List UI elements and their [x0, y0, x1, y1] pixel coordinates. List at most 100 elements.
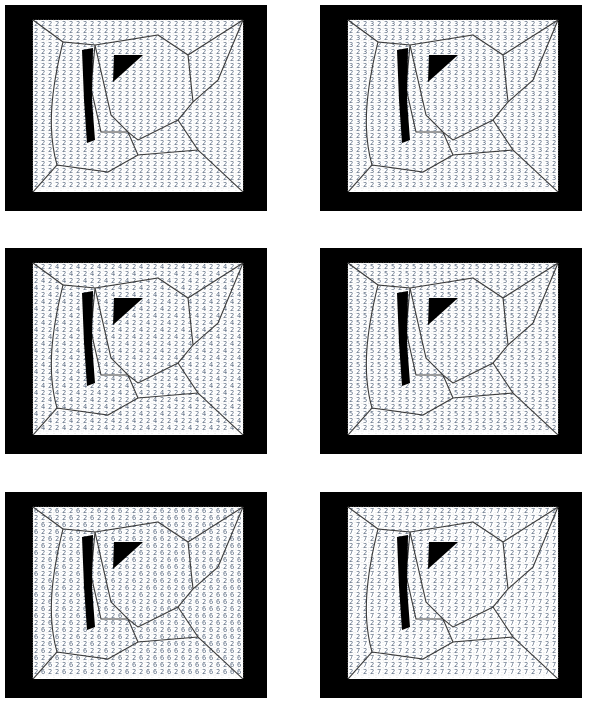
- svg-text:7: 7: [545, 626, 549, 634]
- svg-text:2: 2: [433, 626, 437, 634]
- svg-text:4: 4: [202, 263, 206, 271]
- svg-text:2: 2: [475, 514, 479, 522]
- svg-text:7: 7: [412, 633, 416, 641]
- svg-text:2: 2: [48, 132, 52, 140]
- svg-text:2: 2: [545, 354, 549, 362]
- svg-text:2: 2: [370, 333, 374, 341]
- svg-text:2: 2: [370, 598, 374, 606]
- svg-text:2: 2: [363, 20, 367, 28]
- svg-text:2: 2: [237, 48, 241, 56]
- svg-text:2: 2: [433, 34, 437, 42]
- svg-text:2: 2: [55, 598, 59, 606]
- svg-text:6: 6: [132, 535, 136, 543]
- svg-text:5: 5: [363, 417, 367, 425]
- svg-text:2: 2: [146, 326, 150, 334]
- svg-text:2: 2: [181, 312, 185, 320]
- svg-text:2: 2: [468, 591, 472, 599]
- svg-text:5: 5: [524, 361, 528, 369]
- svg-text:2: 2: [391, 174, 395, 182]
- svg-text:2: 2: [48, 69, 52, 77]
- svg-text:2: 2: [209, 181, 213, 189]
- svg-text:2: 2: [230, 90, 234, 98]
- svg-text:2: 2: [76, 577, 80, 585]
- svg-text:5: 5: [552, 396, 556, 404]
- svg-text:2: 2: [34, 424, 38, 432]
- svg-text:2: 2: [461, 284, 465, 292]
- svg-text:2: 2: [195, 410, 199, 418]
- svg-text:2: 2: [139, 174, 143, 182]
- svg-text:2: 2: [496, 76, 500, 84]
- svg-text:5: 5: [419, 424, 423, 432]
- svg-text:3: 3: [412, 62, 416, 70]
- svg-text:7: 7: [370, 591, 374, 599]
- svg-text:4: 4: [48, 333, 52, 341]
- svg-text:6: 6: [230, 549, 234, 557]
- svg-text:5: 5: [503, 298, 507, 306]
- svg-text:2: 2: [118, 20, 122, 28]
- svg-text:2: 2: [510, 20, 514, 28]
- svg-text:7: 7: [510, 577, 514, 585]
- svg-text:2: 2: [419, 326, 423, 334]
- svg-text:2: 2: [531, 326, 535, 334]
- svg-text:2: 2: [188, 174, 192, 182]
- svg-text:2: 2: [202, 132, 206, 140]
- svg-text:4: 4: [69, 270, 73, 278]
- svg-text:7: 7: [419, 521, 423, 529]
- svg-text:2: 2: [419, 661, 423, 669]
- svg-text:2: 2: [440, 146, 444, 154]
- svg-text:2: 2: [160, 153, 164, 161]
- svg-text:2: 2: [90, 153, 94, 161]
- svg-text:2: 2: [181, 104, 185, 112]
- svg-text:2: 2: [377, 633, 381, 641]
- svg-text:2: 2: [69, 76, 73, 84]
- svg-text:2: 2: [363, 507, 367, 515]
- svg-text:2: 2: [181, 20, 185, 28]
- svg-text:7: 7: [517, 591, 521, 599]
- svg-text:2: 2: [132, 410, 136, 418]
- svg-text:2: 2: [132, 104, 136, 112]
- svg-text:2: 2: [237, 125, 241, 133]
- svg-text:2: 2: [160, 424, 164, 432]
- svg-text:2: 2: [202, 167, 206, 175]
- svg-text:2: 2: [237, 389, 241, 397]
- svg-text:2: 2: [482, 263, 486, 271]
- svg-text:7: 7: [384, 598, 388, 606]
- svg-text:6: 6: [174, 577, 178, 585]
- svg-text:7: 7: [461, 647, 465, 655]
- svg-text:7: 7: [531, 619, 535, 627]
- svg-text:2: 2: [153, 410, 157, 418]
- svg-text:2: 2: [398, 654, 402, 662]
- svg-text:2: 2: [370, 375, 374, 383]
- svg-text:2: 2: [104, 167, 108, 175]
- svg-text:2: 2: [461, 48, 465, 56]
- svg-text:2: 2: [181, 181, 185, 189]
- svg-text:3: 3: [524, 139, 528, 147]
- svg-text:2: 2: [538, 277, 542, 285]
- svg-text:3: 3: [349, 125, 353, 133]
- svg-text:2: 2: [104, 62, 108, 70]
- svg-text:2: 2: [48, 605, 52, 613]
- svg-text:2: 2: [384, 277, 388, 285]
- svg-text:2: 2: [370, 291, 374, 299]
- svg-text:2: 2: [356, 417, 360, 425]
- svg-text:2: 2: [482, 326, 486, 334]
- svg-text:2: 2: [440, 263, 444, 271]
- svg-text:7: 7: [517, 633, 521, 641]
- svg-text:3: 3: [524, 34, 528, 42]
- svg-text:5: 5: [377, 361, 381, 369]
- svg-text:2: 2: [167, 41, 171, 49]
- svg-text:2: 2: [188, 83, 192, 91]
- svg-text:5: 5: [426, 396, 430, 404]
- svg-text:2: 2: [167, 375, 171, 383]
- svg-text:2: 2: [34, 333, 38, 341]
- svg-text:6: 6: [55, 528, 59, 536]
- grid-digits: 2 2 2 2 2 2 2 2 2 2 2 2 2 2 2 2 2 2 2 2 2 2 2 2 2 2 2 2 2 22 2 2 2 2 2 2 2 2 2…: [34, 20, 241, 189]
- svg-text:5: 5: [482, 298, 486, 306]
- svg-text:2: 2: [160, 104, 164, 112]
- svg-text:3: 3: [503, 118, 507, 126]
- svg-text:2: 2: [510, 104, 514, 112]
- svg-text:6: 6: [202, 619, 206, 627]
- svg-text:2: 2: [377, 507, 381, 515]
- svg-text:2: 2: [237, 263, 241, 271]
- svg-text:2: 2: [461, 633, 465, 641]
